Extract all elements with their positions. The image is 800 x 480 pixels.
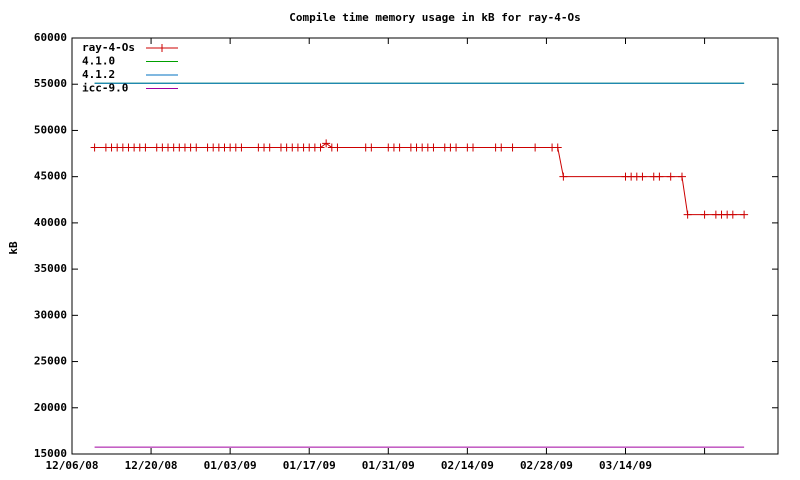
x-tick-label: 01/31/09: [362, 459, 415, 472]
y-tick-label: 15000: [34, 447, 67, 460]
point-marker: [497, 143, 506, 152]
x-tick-label: 01/03/09: [204, 459, 257, 472]
point-marker: [265, 143, 274, 152]
y-tick-label: 45000: [34, 170, 67, 183]
legend-label: ray-4-Os: [82, 41, 135, 54]
x-tick-label: 12/06/08: [46, 459, 99, 472]
point-marker: [553, 143, 562, 152]
y-axis-label: kB: [7, 241, 20, 255]
point-marker: [683, 210, 692, 219]
point-marker: [90, 143, 99, 152]
point-marker: [452, 143, 461, 152]
point-marker: [700, 210, 709, 219]
y-tick-label: 25000: [34, 355, 67, 368]
y-tick-label: 55000: [34, 77, 67, 90]
point-marker: [367, 143, 376, 152]
legend-label: 4.1.0: [82, 55, 115, 68]
point-marker: [322, 139, 331, 148]
point-marker: [192, 143, 201, 152]
point-marker: [655, 172, 664, 181]
point-marker: [666, 172, 675, 181]
plot-border: [71, 37, 779, 455]
chart-title: Compile time memory usage in kB for ray-…: [289, 11, 580, 24]
legend-marker: [158, 44, 166, 52]
y-tick-label: 60000: [34, 31, 67, 44]
point-marker: [395, 143, 404, 152]
point-marker: [333, 143, 342, 152]
legend-label: icc-9.0: [82, 82, 128, 95]
point-marker: [531, 143, 540, 152]
x-tick-label: 01/17/09: [283, 459, 336, 472]
point-marker: [638, 172, 647, 181]
point-marker: [141, 143, 150, 152]
point-marker: [237, 143, 246, 152]
point-marker: [559, 172, 568, 181]
x-tick-label: 03/14/09: [599, 459, 652, 472]
legend-label: 4.1.2: [82, 68, 115, 81]
point-marker: [740, 210, 749, 219]
x-tick-label: 02/14/09: [441, 459, 494, 472]
point-marker: [429, 143, 438, 152]
point-marker: [316, 143, 325, 152]
y-tick-label: 30000: [34, 308, 67, 321]
point-marker: [508, 143, 517, 152]
point-marker: [469, 143, 478, 152]
point-marker: [677, 172, 686, 181]
point-marker: [728, 210, 737, 219]
x-tick-label: 02/28/09: [520, 459, 573, 472]
y-tick-label: 35000: [34, 262, 67, 275]
y-tick-label: 20000: [34, 401, 67, 414]
y-tick-label: 50000: [34, 123, 67, 136]
y-tick-label: 40000: [34, 216, 67, 229]
x-tick-label: 12/20/08: [125, 459, 178, 472]
